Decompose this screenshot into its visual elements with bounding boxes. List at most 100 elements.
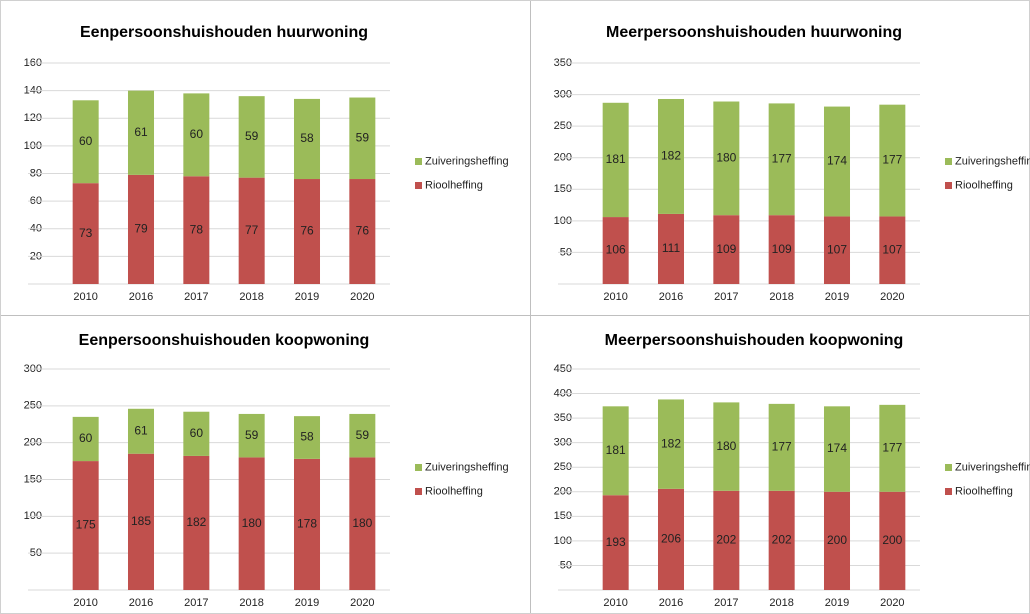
data-label: 180 bbox=[242, 516, 262, 530]
legend-swatch bbox=[945, 182, 952, 189]
x-tick-label: 2017 bbox=[184, 597, 208, 609]
legend-label: Rioolheffing bbox=[425, 179, 483, 191]
data-label: 61 bbox=[134, 423, 148, 437]
x-tick-label: 2016 bbox=[659, 291, 683, 303]
data-label: 109 bbox=[716, 242, 736, 256]
data-label: 182 bbox=[186, 515, 206, 529]
data-label: 177 bbox=[772, 440, 792, 454]
x-tick-label: 2016 bbox=[129, 597, 153, 609]
data-label: 59 bbox=[356, 428, 370, 442]
bar-segment bbox=[127, 174, 155, 284]
bar-segment bbox=[127, 453, 155, 590]
data-label: 76 bbox=[356, 224, 370, 238]
bar-segment bbox=[713, 215, 740, 284]
chart-title: Eenpersoonshuishouden huurwoning bbox=[80, 24, 368, 41]
bar-segment bbox=[713, 490, 740, 590]
x-tick-label: 2010 bbox=[603, 597, 627, 609]
x-tick-label: 2017 bbox=[714, 291, 738, 303]
data-label: 193 bbox=[606, 535, 626, 549]
data-label: 59 bbox=[245, 129, 259, 143]
legend-swatch bbox=[945, 464, 952, 471]
bar-segment bbox=[768, 490, 795, 590]
legend-swatch bbox=[415, 488, 422, 495]
data-label: 59 bbox=[356, 130, 370, 144]
legend-swatch bbox=[415, 158, 422, 165]
data-label: 174 bbox=[827, 441, 847, 455]
bar-segment bbox=[72, 416, 99, 462]
x-tick-label: 2020 bbox=[880, 597, 904, 609]
data-label: 60 bbox=[79, 431, 93, 445]
legend-label: Rioolheffing bbox=[955, 485, 1013, 497]
legend-label: Rioolheffing bbox=[955, 179, 1013, 191]
x-tick-label: 2019 bbox=[295, 291, 319, 303]
x-tick-label: 2017 bbox=[714, 597, 738, 609]
x-tick-label: 2010 bbox=[603, 291, 627, 303]
data-label: 178 bbox=[297, 517, 317, 531]
bar-segment bbox=[293, 416, 321, 459]
data-label: 180 bbox=[352, 516, 372, 530]
data-label: 180 bbox=[716, 151, 736, 165]
bar-segment bbox=[293, 179, 321, 284]
bar-segment bbox=[879, 491, 906, 590]
chart-title: Eenpersoonshuishouden koopwoning bbox=[79, 332, 370, 349]
data-label: 109 bbox=[772, 242, 792, 256]
chart-title: Meerpersoonshuishouden koopwoning bbox=[605, 332, 904, 349]
bar-segment bbox=[879, 104, 906, 217]
bar-segment bbox=[657, 399, 685, 489]
x-tick-label: 2018 bbox=[769, 291, 793, 303]
bar-segment bbox=[293, 458, 321, 590]
bar-segment bbox=[349, 179, 376, 284]
legend-swatch bbox=[415, 464, 422, 471]
data-label: 175 bbox=[76, 518, 96, 532]
data-label: 59 bbox=[245, 428, 259, 442]
x-tick-label: 2018 bbox=[239, 291, 263, 303]
x-tick-label: 2016 bbox=[129, 291, 153, 303]
legend-swatch bbox=[945, 158, 952, 165]
x-tick-label: 2016 bbox=[659, 597, 683, 609]
bar-segment bbox=[768, 103, 795, 216]
data-label: 181 bbox=[606, 443, 626, 457]
data-label: 200 bbox=[882, 533, 902, 547]
x-tick-label: 2010 bbox=[73, 597, 97, 609]
data-label: 73 bbox=[79, 226, 93, 240]
bar-segment bbox=[183, 93, 210, 177]
bar-segment bbox=[349, 97, 376, 180]
bar-segment bbox=[127, 90, 155, 175]
bar-segment bbox=[238, 413, 265, 458]
data-label: 111 bbox=[662, 241, 681, 255]
x-tick-label: 2010 bbox=[73, 291, 97, 303]
x-tick-label: 2020 bbox=[350, 291, 374, 303]
data-label: 185 bbox=[131, 514, 151, 528]
data-label: 107 bbox=[827, 242, 847, 256]
data-label: 206 bbox=[661, 532, 681, 546]
bar-segment bbox=[238, 96, 265, 178]
bar-segment bbox=[657, 98, 685, 214]
data-label: 77 bbox=[245, 223, 259, 237]
bar-segment bbox=[602, 495, 629, 590]
data-label: 60 bbox=[190, 127, 204, 141]
data-label: 180 bbox=[716, 439, 736, 453]
data-label: 61 bbox=[134, 125, 148, 139]
bar-segment bbox=[823, 491, 851, 590]
bar-segment bbox=[72, 100, 99, 184]
data-label: 182 bbox=[661, 149, 681, 163]
legend-swatch bbox=[945, 488, 952, 495]
bar-segment bbox=[602, 102, 629, 218]
bar-segment bbox=[602, 217, 629, 284]
data-label: 60 bbox=[190, 426, 204, 440]
x-tick-label: 2018 bbox=[239, 597, 263, 609]
data-label: 107 bbox=[882, 242, 902, 256]
bar-segment bbox=[238, 177, 265, 284]
x-tick-label: 2019 bbox=[825, 597, 849, 609]
bar-segment bbox=[768, 215, 795, 284]
bar-segment bbox=[657, 488, 685, 590]
bar-segment bbox=[713, 101, 740, 216]
data-label: 177 bbox=[772, 151, 792, 165]
data-label: 182 bbox=[661, 436, 681, 450]
data-label: 177 bbox=[882, 153, 902, 167]
legend-label: Zuiveringsheffing bbox=[955, 155, 1030, 167]
bar-segment bbox=[713, 402, 740, 491]
bar-segment bbox=[349, 413, 376, 458]
